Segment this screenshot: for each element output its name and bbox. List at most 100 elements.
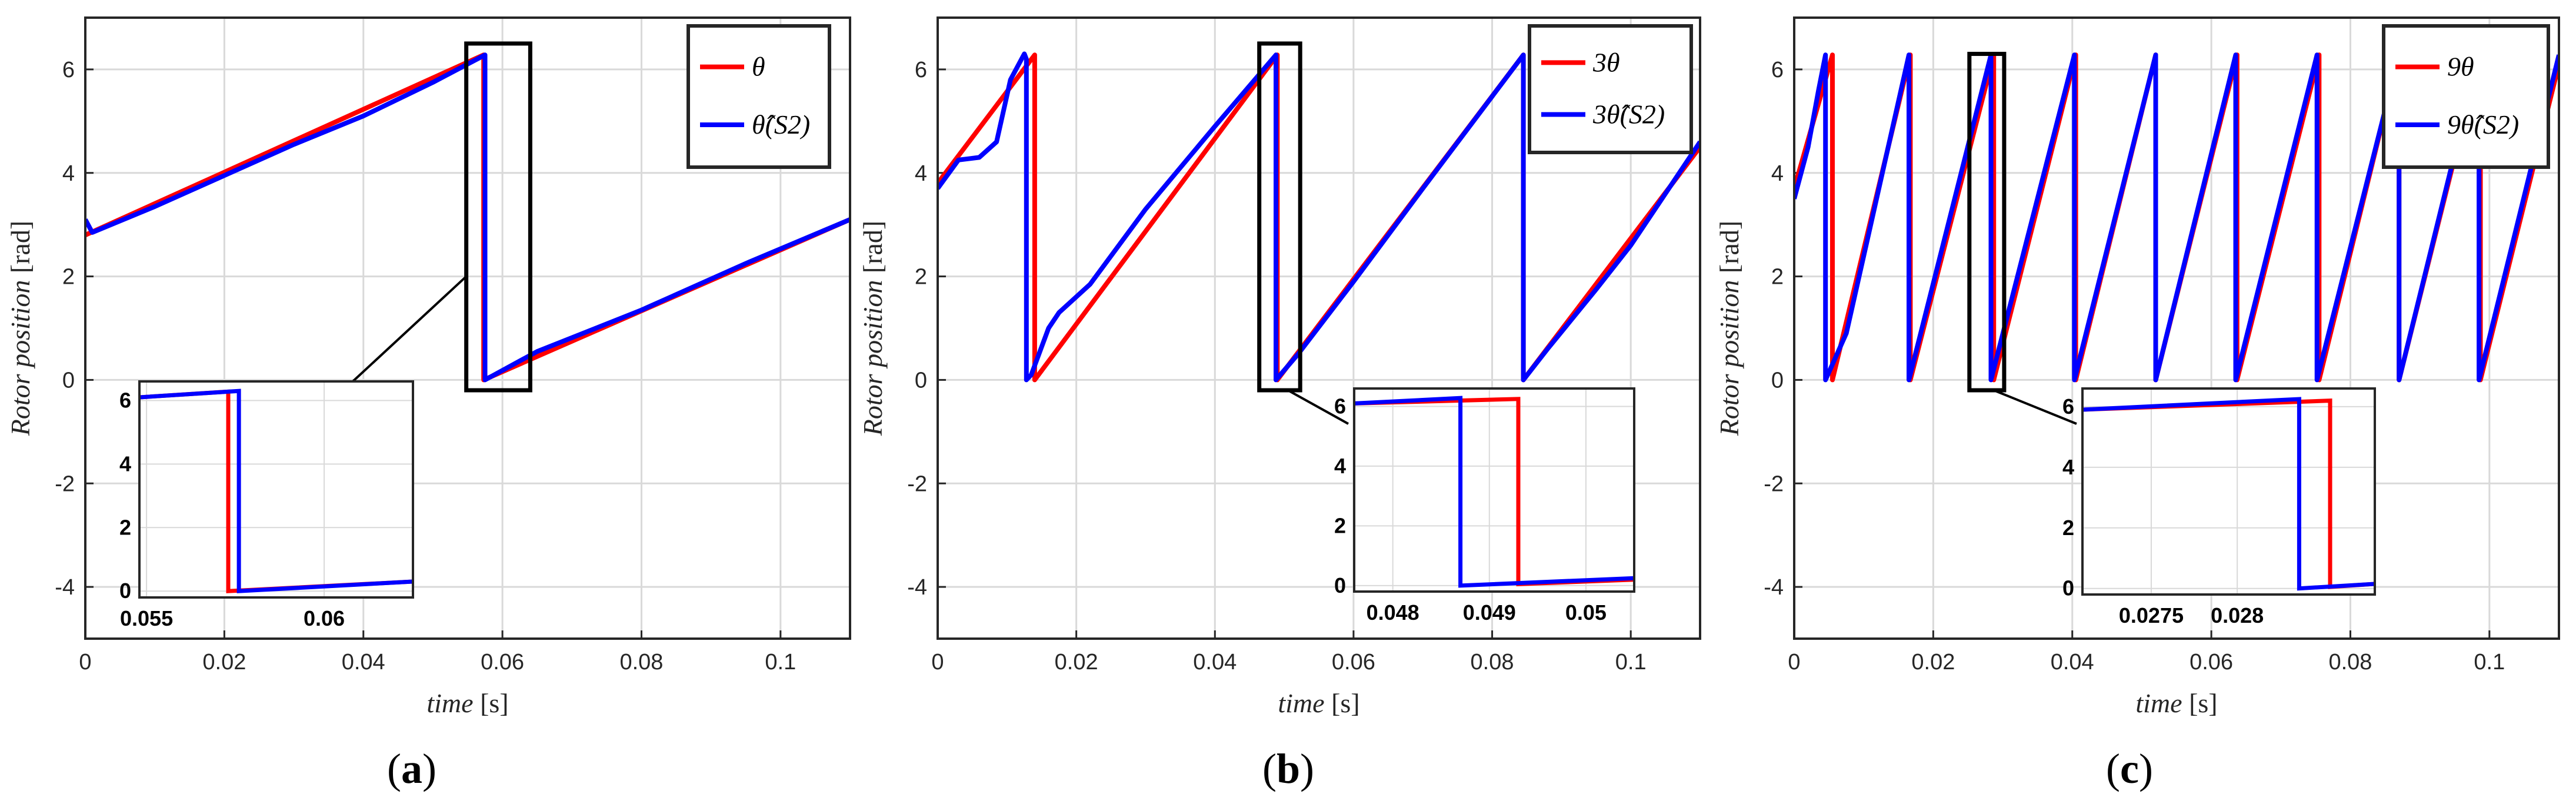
panel-caption: (c) [2106,745,2153,792]
inset-x-tick-label: 0.06 [304,606,345,630]
x-tick-label: 0 [79,650,91,675]
y-tick-label: -4 [55,575,75,600]
caption-letter: a [401,745,422,792]
x-tick-label: 0 [931,650,944,675]
caption-paren: ) [2139,745,2153,792]
inset-x-tick-label: 0.05 [1565,600,1607,625]
legend-label: 9θ [2447,52,2474,82]
legend-box [1528,24,1693,154]
inset-connector [1287,389,1349,425]
inset-y-tick-label: 2 [2062,516,2074,540]
inset-y-tick-label: 0 [1334,573,1346,597]
x-axis-label-name: time [426,688,473,718]
y-tick-label: 4 [915,161,927,186]
x-axis-label-name: time [2135,688,2182,718]
x-axis-label-unit: [s] [2182,688,2218,718]
y-tick-label: -2 [55,471,75,496]
legend-box [687,24,831,169]
inset-frame [138,380,414,599]
inset-area [1354,388,1634,592]
chart-panel-b: 0 0.02 0.04 0.06 0.08 0.1 -4 -2 0 2 4 6 time [s] Roto… [858,16,1701,792]
panel-caption: (b) [1262,745,1314,792]
y-tick-label: -4 [1764,575,1784,600]
inset-y-tick-label: 4 [2062,455,2074,479]
y-axis-label-name: Rotor position [5,280,35,437]
chart-panel-c: 0 0.02 0.04 0.06 0.08 0.1 -4 -2 0 2 4 6 time [s] Roto… [1714,16,2560,792]
inset-x-tick-label: 0.028 [2211,603,2264,627]
inset-y-tick-label: 4 [119,451,131,476]
caption-paren: ( [387,745,401,792]
x-tick-label: 0.08 [1471,650,1514,675]
x-tick-label: 0.04 [342,650,385,675]
x-tick-label: 0.06 [481,650,524,675]
inset-x-tick-label: 0.055 [120,606,173,630]
inset-y-tick-label: 2 [1334,513,1346,537]
axes-frame [1793,16,2560,640]
series-line-estimate [85,52,850,383]
y-tick-label: 0 [915,368,927,393]
x-axis-label-unit: [s] [1325,688,1360,718]
y-tick-label: 6 [62,58,75,82]
inset-connector [1993,389,2077,425]
caption-letter: c [2120,745,2139,792]
x-tick-label: 0 [1788,650,1800,675]
y-axis-label-unit: [rad] [1714,221,1744,280]
y-tick-label: -2 [907,471,927,496]
inset-y-tick-label: 0 [119,579,131,603]
zoom-box [464,41,532,393]
inset-y-tick-label: 4 [1334,454,1346,478]
x-axis-label: time [s] [2135,688,2217,718]
y-tick-label: 0 [1771,368,1784,393]
legend-box [2382,24,2550,169]
y-tick-label: 4 [62,161,75,186]
x-tick-label: 0.02 [1055,650,1098,675]
y-axis-label: Rotor position [rad] [5,221,35,436]
x-tick-label: 0.02 [202,650,246,675]
x-axis-label: time [s] [1278,688,1359,718]
y-tick-label: 6 [1771,58,1784,82]
y-axis-label-unit: [rad] [858,221,888,280]
x-tick-label: 0.04 [1193,650,1237,675]
y-tick-label: -4 [907,575,927,600]
zoom-box [1257,41,1302,393]
inset-series-line-estimate [1354,396,1634,588]
x-tick-label: 0.08 [619,650,663,675]
inset-x-tick-label: 0.048 [1367,600,1419,625]
legend-label: θ̂(S2) [752,109,810,140]
y-tick-label: 2 [62,265,75,290]
caption-paren: ( [1262,745,1277,792]
y-tick-label: 6 [915,58,927,82]
caption-letter: b [1277,745,1300,792]
inset-y-tick-label: 6 [119,388,131,412]
y-axis-label: Rotor position [rad] [858,221,888,436]
inset-frame [2081,387,2376,596]
chart-panel-a: 0 0.02 0.04 0.06 0.08 0.1 -4 -2 0 2 4 6 time [s] Roto… [5,16,851,792]
inset-x-tick-label: 0.0275 [2119,603,2184,627]
zoom-box [1967,52,2007,393]
y-tick-label: 2 [915,265,927,290]
caption-paren: ) [1300,745,1314,792]
legend-label: θ [752,52,765,82]
inset-y-tick-label: 0 [2062,576,2074,600]
y-tick-label: 4 [1771,161,1784,186]
y-tick-label: 0 [62,368,75,393]
caption-paren: ) [422,745,436,792]
x-tick-label: 0.02 [1911,650,1955,675]
y-axis-label-name: Rotor position [1714,280,1744,437]
inset-connector [352,275,467,383]
legend-label: 3θ̂(S2) [1592,99,1665,129]
x-tick-label: 0.1 [765,650,796,675]
series-line-estimate [938,51,1700,383]
inset-y-tick-label: 2 [119,515,131,539]
y-axis-label: Rotor position [rad] [1714,221,1744,436]
x-axis-label-unit: [s] [474,688,509,718]
x-tick-label: 0.1 [2474,650,2505,675]
x-tick-label: 0.06 [2190,650,2233,675]
legend-label: 3θ [1592,47,1620,77]
x-tick-label: 0.08 [2328,650,2372,675]
inset-frame [1353,387,1635,593]
axes-frame [84,16,851,640]
y-axis-label-name: Rotor position [858,280,888,437]
legend-label: 9θ̂(S2) [2447,109,2519,140]
